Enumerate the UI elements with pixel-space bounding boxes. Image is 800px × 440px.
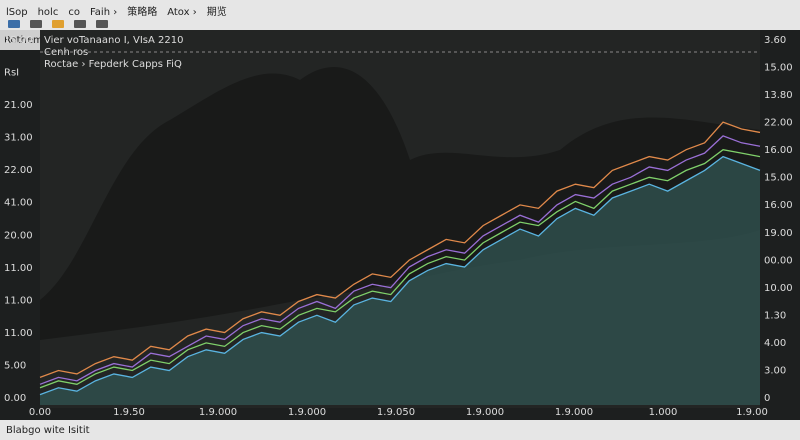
axis-label: 41.00 (4, 198, 33, 209)
toolbar-icon[interactable] (74, 20, 86, 28)
toolbar-item[interactable]: Atox › (167, 7, 197, 18)
x-label: 1.9.00 (736, 407, 768, 418)
status-bar (0, 420, 800, 440)
axis-label: 4.00 (764, 338, 786, 349)
axis-label: 20.00 (4, 230, 33, 241)
toolbar-item[interactable]: 期览 (207, 5, 227, 18)
axis-label: 3.60 (764, 35, 786, 46)
x-label: 1.9.000 (288, 407, 326, 418)
legend-box-bg (0, 30, 40, 50)
toolbar-item[interactable]: co (68, 7, 80, 18)
legend-text: Vier voTanaano I, VIsA 2210 (44, 35, 183, 46)
line (39, 121, 761, 379)
toolbar-icon[interactable] (52, 20, 64, 28)
toolbar-icon[interactable] (96, 20, 108, 28)
x-label: 1.9.50 (113, 407, 145, 418)
legend-text: Cenh ros (44, 47, 88, 58)
toolbar-item[interactable]: 策略略 (127, 5, 157, 18)
axis-label: 15.00 (764, 63, 793, 74)
axis-label: 5.00 (4, 360, 26, 371)
axis-label: 15.00 (764, 173, 793, 184)
axis-label: 3.00 (764, 365, 786, 376)
line (39, 135, 761, 385)
axis-label: 22.00 (4, 165, 33, 176)
x-label: 0.00 (29, 407, 51, 418)
background-shadow (40, 66, 760, 340)
line (39, 149, 761, 389)
status-text[interactable]: Blabgo wite Isitit (6, 425, 90, 436)
axis-label: 11.00 (4, 328, 33, 339)
axis-label: 16.00 (764, 200, 793, 211)
x-label: 1.9.000 (555, 407, 593, 418)
axis-label: 0.00 (4, 393, 26, 404)
axis-label: 1.30 (764, 310, 786, 321)
axis-label: RsI (4, 68, 19, 79)
toolbar-icon[interactable] (8, 20, 20, 28)
x-label: 1.000 (649, 407, 678, 418)
axis-label: 15.00 (4, 35, 33, 46)
line (39, 155, 761, 396)
toolbar-item[interactable]: Faih › (90, 7, 117, 18)
axis-label: 00.00 (764, 255, 793, 266)
axis-label: 16.00 (764, 145, 793, 156)
toolbar-icon[interactable] (30, 20, 42, 28)
axis-label: 11.00 (4, 263, 33, 274)
axis-label: 19.00 (764, 228, 793, 239)
x-label: 1.9.050 (377, 407, 415, 418)
area (40, 156, 760, 405)
toolbar-item[interactable]: lSop (6, 7, 28, 18)
axis-label: 31.00 (4, 133, 33, 144)
axis-label: 11.00 (4, 295, 33, 306)
axis-label: 21.00 (4, 100, 33, 111)
x-label: 1.9.000 (199, 407, 237, 418)
axis-label: 10.00 (764, 283, 793, 294)
legend-text: Roctae › Fepderk Capps FiQ (44, 59, 182, 70)
x-label: 1.9.000 (466, 407, 504, 418)
axis-label: 0 (764, 393, 770, 404)
axis-label: 22.00 (764, 118, 793, 129)
toolbar-item[interactable]: holc (38, 7, 59, 18)
axis-label: 13.80 (764, 90, 793, 101)
legend-box: Rothem (4, 35, 43, 46)
toolbar (0, 0, 800, 30)
